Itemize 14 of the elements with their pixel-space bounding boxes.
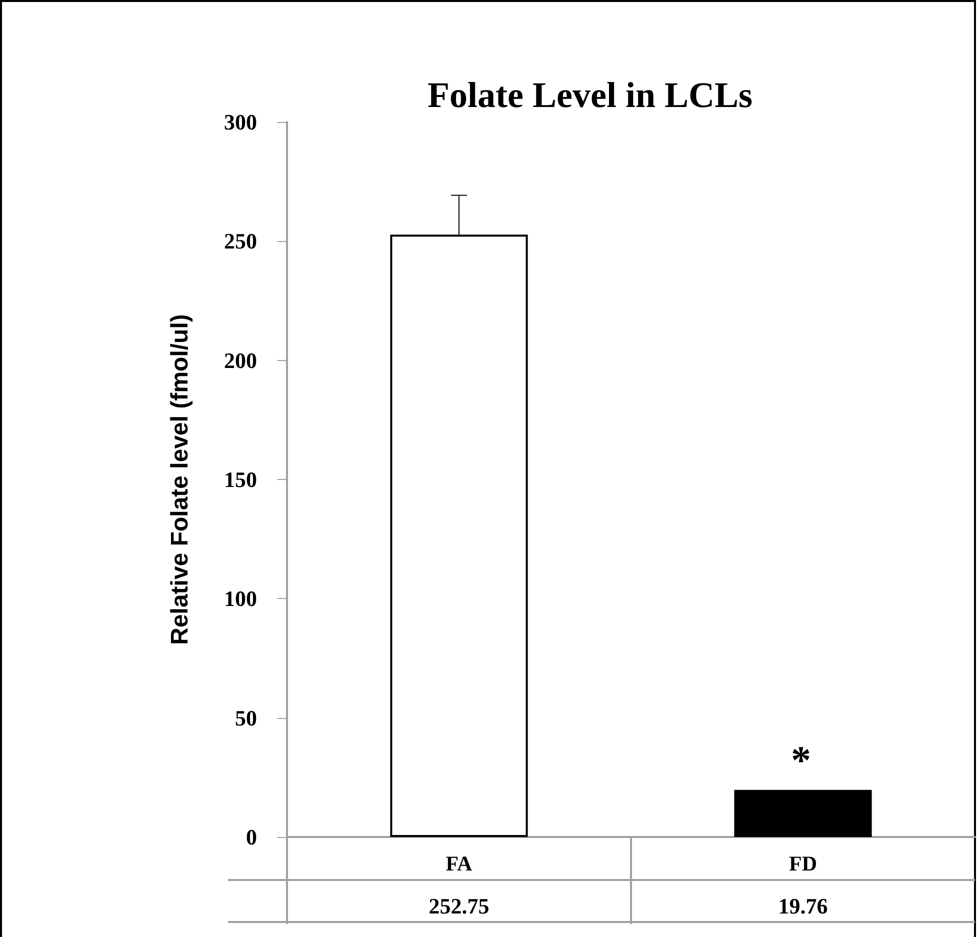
y-tick-label: 200 xyxy=(224,348,257,373)
y-axis-title: Relative Folate level (fmol/ul) xyxy=(166,314,194,645)
y-tick-label: 250 xyxy=(224,228,257,254)
annotation: * xyxy=(791,737,811,782)
x-tick-label: FA xyxy=(446,852,474,876)
y-tick-label: 100 xyxy=(224,586,257,612)
y-tick-label: 150 xyxy=(224,467,257,492)
x-tick-label: FD xyxy=(789,852,817,876)
data-label: 19.76 xyxy=(778,894,828,918)
y-tick-label: 300 xyxy=(224,110,257,134)
chart-title: Folate Level in LCLs xyxy=(428,75,752,115)
y-tick-label: 50 xyxy=(235,705,257,730)
y-tick-label: 0 xyxy=(246,824,257,850)
data-label: 252.75 xyxy=(428,894,490,918)
